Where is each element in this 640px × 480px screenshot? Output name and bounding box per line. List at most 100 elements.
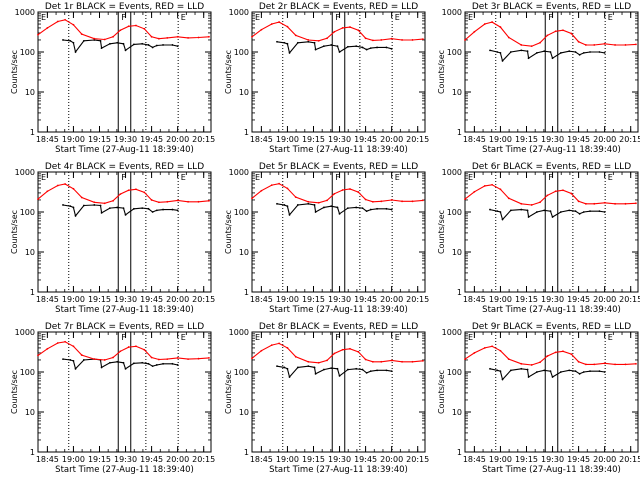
panel-1: Det 1r BLACK = Events, RED = LLD 1 10 100 10… (10, 2, 215, 155)
y-tick-label: 10 (452, 88, 462, 97)
lld-series-line (251, 342, 423, 364)
events-point (520, 367, 523, 370)
lld-point (491, 183, 493, 186)
events-point (568, 369, 571, 372)
x-tick-label: 20:15 (619, 295, 640, 304)
events-point (559, 371, 562, 373)
x-tick-label: 19:00 (489, 455, 512, 464)
x-tick-label: 20:00 (380, 455, 403, 464)
events-point (574, 51, 577, 53)
lld-point (127, 346, 130, 348)
events-point (74, 367, 77, 370)
events-point (62, 39, 64, 41)
lld-point (380, 200, 383, 203)
lld-point (577, 360, 580, 363)
events-point (526, 368, 529, 371)
lld-point (80, 196, 83, 199)
event-marker-label: E (608, 173, 613, 182)
events-point (72, 359, 75, 362)
y-tick-label: 1 (244, 448, 249, 457)
events-point (286, 42, 289, 45)
events-point (551, 216, 554, 218)
x-tick-label: 19:00 (489, 135, 512, 144)
lld-point (364, 37, 367, 40)
y-tick-label: 100 (234, 368, 249, 377)
events-point (603, 211, 606, 213)
lld-series-line (464, 345, 636, 366)
lld-point (614, 44, 616, 46)
x-tick-label: 19:30 (328, 135, 351, 144)
x-tick-label: 19:00 (489, 295, 512, 304)
lld-point (333, 352, 336, 355)
events-point (151, 365, 154, 368)
x-tick-label: 18:45 (463, 135, 486, 144)
events-point (141, 207, 144, 210)
lld-point (103, 359, 106, 361)
events-point (330, 205, 333, 208)
lld-point (507, 36, 510, 39)
lld-point (546, 355, 549, 357)
lld-point (390, 199, 393, 201)
y-tick-label: 1000 (229, 168, 249, 177)
lld-point (208, 35, 210, 38)
y-axis-label: Counts/sec (224, 50, 233, 94)
events-point (603, 371, 606, 373)
lld-point (46, 27, 49, 29)
panel-2: Det 2r BLACK = Events, RED = LLD 1 10 100 10… (224, 2, 429, 155)
events-point (307, 365, 310, 368)
panel-title: Det 9r BLACK = Events, RED = LLD (472, 322, 631, 332)
lld-point (491, 345, 493, 348)
lld-point (562, 350, 564, 353)
lld-point (593, 363, 596, 366)
lld-point (119, 29, 122, 32)
lld-point (56, 20, 59, 23)
y-tick-label: 10 (25, 248, 35, 257)
events-point (598, 370, 601, 373)
lld-point (197, 357, 200, 360)
events-point (141, 42, 144, 45)
events-point (82, 39, 85, 42)
panel-title: Det 7r BLACK = Events, RED = LLD (45, 322, 204, 332)
events-point (314, 372, 317, 375)
events-point (574, 210, 577, 213)
lld-point (103, 202, 106, 205)
x-tick-label: 20:15 (406, 455, 429, 464)
y-tick-label: 10 (239, 408, 249, 417)
events-point (313, 41, 316, 44)
event-marker-label: E (41, 173, 46, 182)
lld-point (546, 194, 549, 197)
y-tick-label: 10 (239, 88, 249, 97)
events-series-line (276, 365, 392, 379)
lld-point (260, 28, 263, 31)
events-point (99, 204, 102, 207)
events-point (124, 49, 127, 52)
events-point (527, 57, 530, 60)
events-point (598, 210, 601, 213)
lld-point (349, 26, 351, 28)
lld-point (37, 354, 39, 357)
y-tick-label: 10 (452, 408, 462, 417)
panel-9: Det 9r BLACK = Events, RED = LLD 1 10 100 10… (437, 322, 640, 475)
x-tick-label: 20:15 (192, 135, 215, 144)
lld-point (357, 29, 360, 32)
event-marker-label: F (121, 173, 126, 182)
lld-point (483, 347, 486, 349)
x-tick-label: 19:45 (140, 455, 163, 464)
x-tick-label: 20:15 (406, 295, 429, 304)
x-tick-label: 19:15 (515, 455, 538, 464)
lld-point (603, 201, 606, 204)
lld-point (157, 358, 160, 361)
lld-point (577, 40, 580, 43)
lld-point (371, 200, 374, 203)
lld-point (93, 358, 96, 361)
events-point (376, 46, 378, 49)
lld-point (286, 347, 289, 349)
y-axis-label: Counts/sec (437, 370, 446, 414)
events-point (116, 206, 119, 209)
events-point (313, 366, 316, 369)
lld-point (176, 199, 179, 202)
x-tick-label: 18:45 (463, 455, 486, 464)
events-point (376, 207, 378, 210)
lld-point (584, 44, 587, 46)
